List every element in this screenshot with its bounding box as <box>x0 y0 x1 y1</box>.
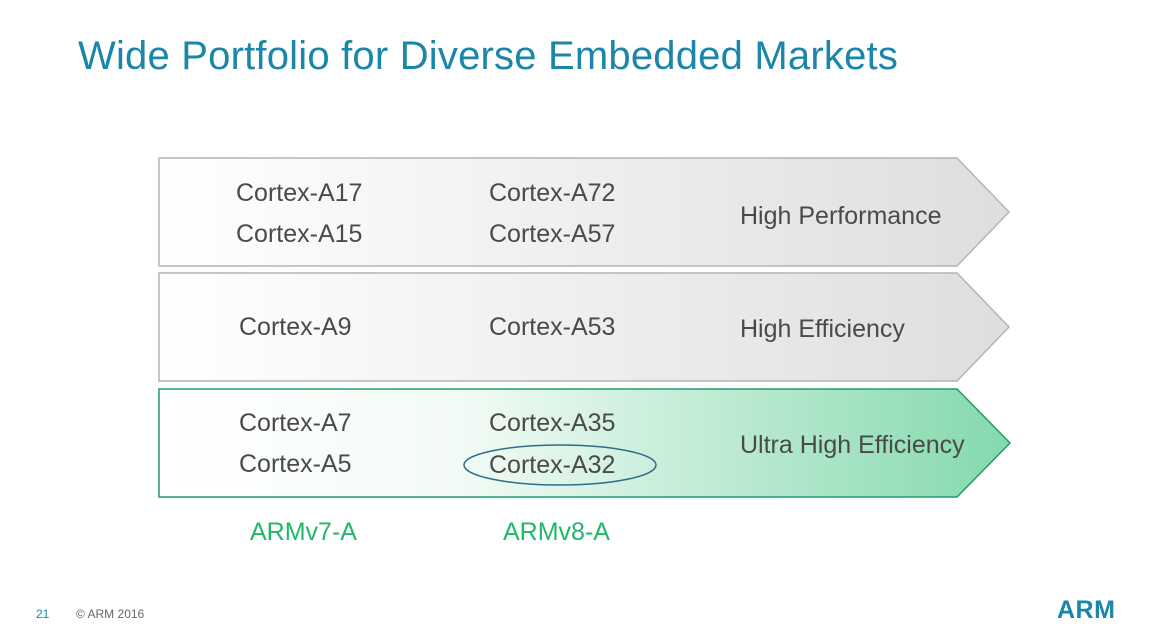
cortex-a5-label: Cortex-A5 <box>239 450 352 478</box>
cortex-a35-label: Cortex-A35 <box>489 409 616 437</box>
cortex-a53-label: Cortex-A53 <box>489 313 616 341</box>
high-efficiency-arrow <box>158 272 1011 382</box>
armv8-a-label: ARMv8-A <box>503 518 610 546</box>
high-performance-arrow <box>158 157 1011 267</box>
cortex-a72-label: Cortex-A72 <box>489 179 616 207</box>
copyright-text: © ARM 2016 <box>76 607 145 621</box>
ultra-high-efficiency-label: Ultra High Efficiency <box>740 431 965 459</box>
arm-logo: ARM <box>1057 596 1116 624</box>
armv7-a-label: ARMv7-A <box>250 518 357 546</box>
cortex-a7-label: Cortex-A7 <box>239 409 352 437</box>
page-number: 21 <box>36 607 50 621</box>
page-title: Wide Portfolio for Diverse Embedded Mark… <box>78 34 899 78</box>
ultra-high-efficiency-arrow <box>158 388 1012 498</box>
cortex-a9-label: Cortex-A9 <box>239 313 352 341</box>
high-efficiency-label: High Efficiency <box>740 315 905 343</box>
cortex-a57-label: Cortex-A57 <box>489 220 616 248</box>
cortex-a32-label: Cortex-A32 <box>489 451 616 479</box>
cortex-a32-highlight-ellipse <box>463 444 657 486</box>
high-performance-label: High Performance <box>740 202 942 230</box>
cortex-a17-label: Cortex-A17 <box>236 179 363 207</box>
cortex-a15-label: Cortex-A15 <box>236 220 363 248</box>
